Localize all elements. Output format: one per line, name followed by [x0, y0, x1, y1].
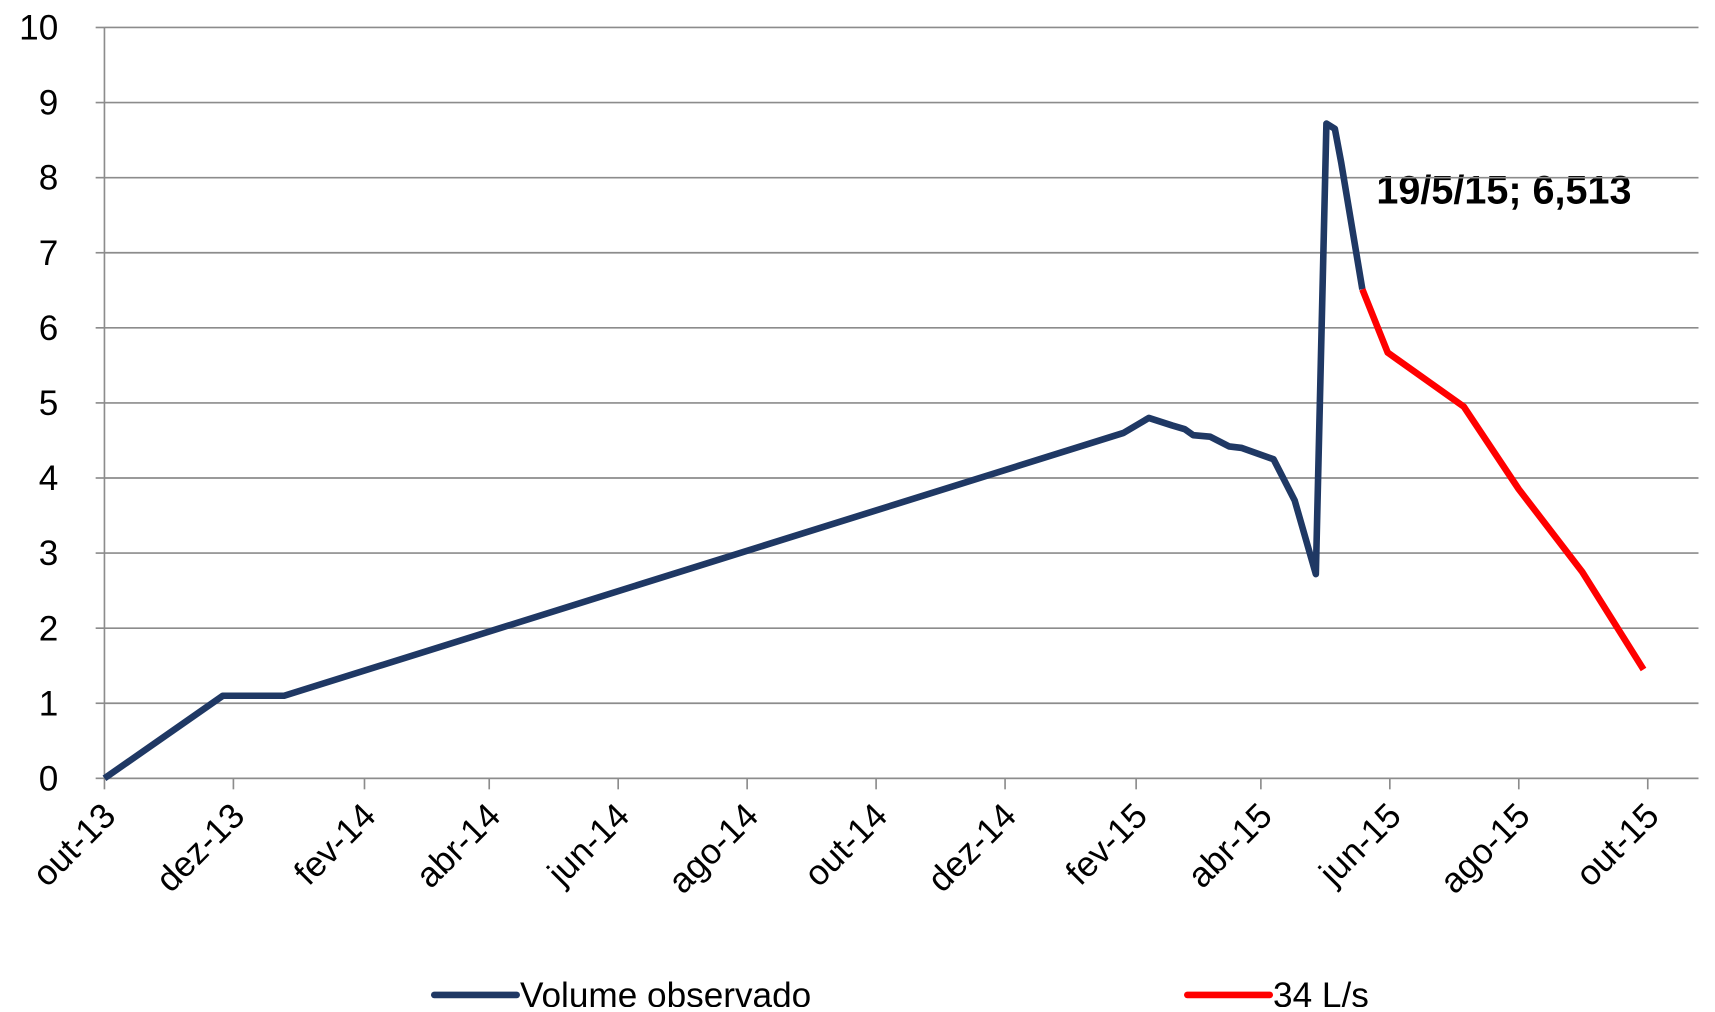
x-tick-label: dez-13: [149, 796, 253, 900]
annotation: 19/5/15; 6,513: [1376, 168, 1631, 212]
x-tick-label: out-13: [25, 796, 123, 894]
x-tick-label: abr-15: [1180, 796, 1279, 895]
legend-label: 34 L/s: [1273, 976, 1369, 1007]
y-tick-label: 1: [39, 684, 59, 723]
y-tick-label: 7: [39, 234, 59, 273]
y-tick-label: 3: [39, 534, 59, 573]
y-tick-label: 4: [39, 459, 59, 498]
x-tick-label: out-14: [797, 796, 895, 894]
x-tick-label: abr-14: [409, 796, 508, 895]
x-tick-label: fev-15: [1058, 796, 1155, 893]
y-tick-label: 5: [39, 384, 59, 423]
x-tick-label: out-15: [1569, 796, 1667, 894]
y-tick-label: 6: [39, 309, 59, 348]
x-tick-label: ago-14: [661, 796, 766, 901]
series-line: [102, 120, 1366, 782]
x-tick-label: jun-14: [540, 796, 637, 893]
x-tick-label: fev-14: [287, 796, 384, 893]
y-tick-label: 0: [39, 759, 59, 798]
y-tick-label: 9: [39, 84, 59, 123]
series-line: [1359, 288, 1647, 672]
x-tick-label: dez-14: [920, 796, 1024, 900]
x-tick-label: jun-15: [1311, 796, 1408, 893]
x-tick-label: ago-15: [1433, 796, 1538, 901]
legend-label: Volume observado: [520, 976, 811, 1007]
y-tick-label: 2: [39, 609, 59, 648]
y-tick-label: 10: [19, 9, 58, 48]
y-tick-label: 8: [39, 159, 59, 198]
